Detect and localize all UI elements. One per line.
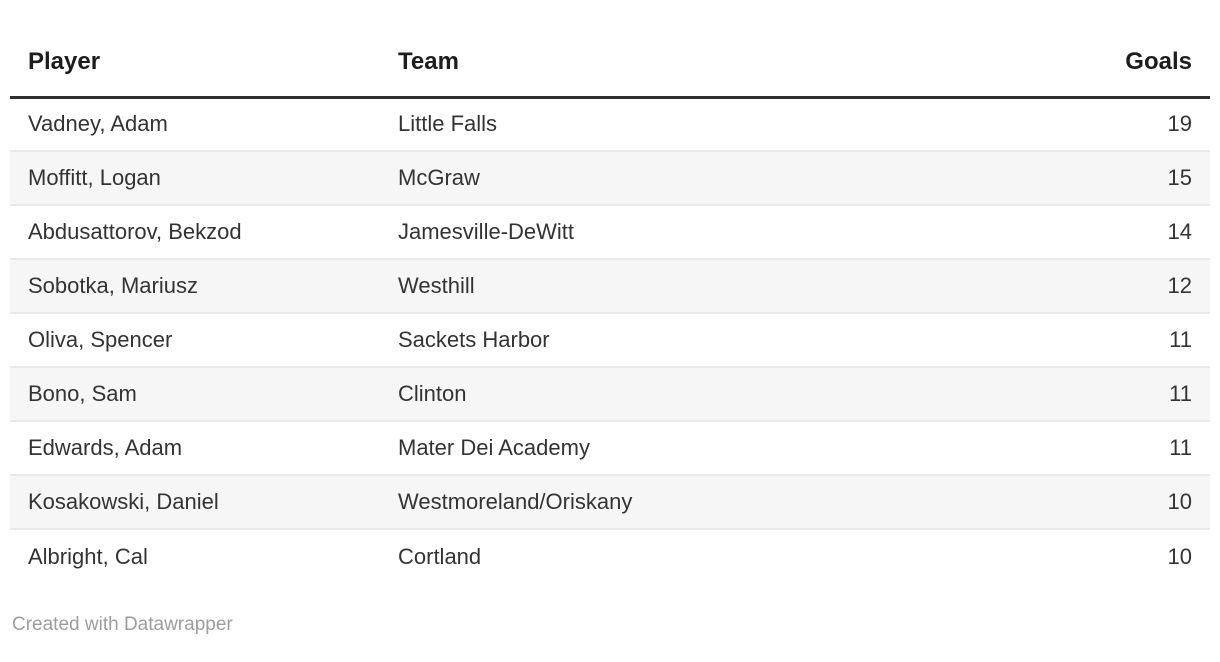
goals-cell: 14	[1070, 204, 1210, 259]
player-cell: Moffitt, Logan	[10, 150, 380, 205]
team-cell: Little Falls	[398, 111, 498, 137]
table-row: Oliva, Spencer Sackets Harbor 11	[10, 312, 1210, 367]
goals-cell: 10	[1070, 528, 1210, 583]
table-row: Abdusattorov, Bekzod Jamesville-DeWitt 1…	[10, 204, 1210, 259]
player-cell: Sobotka, Mariusz	[10, 258, 380, 313]
table-row: Sobotka, Mariusz Westhill 12	[10, 258, 1210, 313]
table-row: Kosakowski, Daniel Westmoreland/Oriskany…	[10, 474, 1210, 529]
attribution-footer: Created with Datawrapper	[10, 613, 1210, 637]
team-cell: Cortland	[380, 528, 1070, 583]
team-cell: Mater Dei Academy	[380, 420, 1070, 475]
team-cell: Clinton	[380, 366, 1070, 421]
goals-cell: 19	[1167, 111, 1192, 137]
goals-table: Player Team Goals Vadney, Adam Little Fa…	[10, 28, 1210, 583]
player-cell: Oliva, Spencer	[10, 312, 380, 367]
player-cell: Kosakowski, Daniel	[10, 474, 380, 529]
team-cell: Sackets Harbor	[380, 312, 1070, 367]
table-row: Albright, Cal Cortland 10	[10, 528, 1210, 583]
goals-cell: 12	[1070, 258, 1210, 313]
header-team: Team	[380, 28, 1070, 99]
team-cell: Westmoreland/Oriskany	[380, 474, 1070, 529]
team-cell: McGraw	[380, 150, 1070, 205]
player-cell: Bono, Sam	[10, 366, 380, 421]
goals-cell: 11	[1070, 420, 1210, 475]
table-row: Edwards, Adam Mater Dei Academy 11	[10, 420, 1210, 475]
table-row: Moffitt, Logan McGraw 15	[10, 150, 1210, 205]
header-player: Player	[10, 28, 380, 99]
header-goals: Goals	[1070, 28, 1210, 99]
table-row: Bono, Sam Clinton 11	[10, 366, 1210, 421]
player-cell: Vadney, Adam	[28, 111, 168, 137]
datawrapper-attribution-link[interactable]: Created with Datawrapper	[12, 614, 233, 635]
table-row: Vadney, Adam Little Falls 19	[10, 97, 1210, 151]
goals-cell: 10	[1070, 474, 1210, 529]
player-cell: Albright, Cal	[10, 528, 380, 583]
table-body: Vadney, Adam Little Falls 19 Moffitt, Lo…	[10, 97, 1210, 583]
player-cell: Abdusattorov, Bekzod	[10, 204, 380, 259]
header-row: Player Team Goals	[10, 28, 1210, 99]
goals-cell: 11	[1070, 366, 1210, 421]
team-cell: Westhill	[380, 258, 1070, 313]
goals-cell: 15	[1070, 150, 1210, 205]
goals-cell: 11	[1070, 312, 1210, 367]
team-cell: Jamesville-DeWitt	[380, 204, 1070, 259]
player-cell: Edwards, Adam	[10, 420, 380, 475]
